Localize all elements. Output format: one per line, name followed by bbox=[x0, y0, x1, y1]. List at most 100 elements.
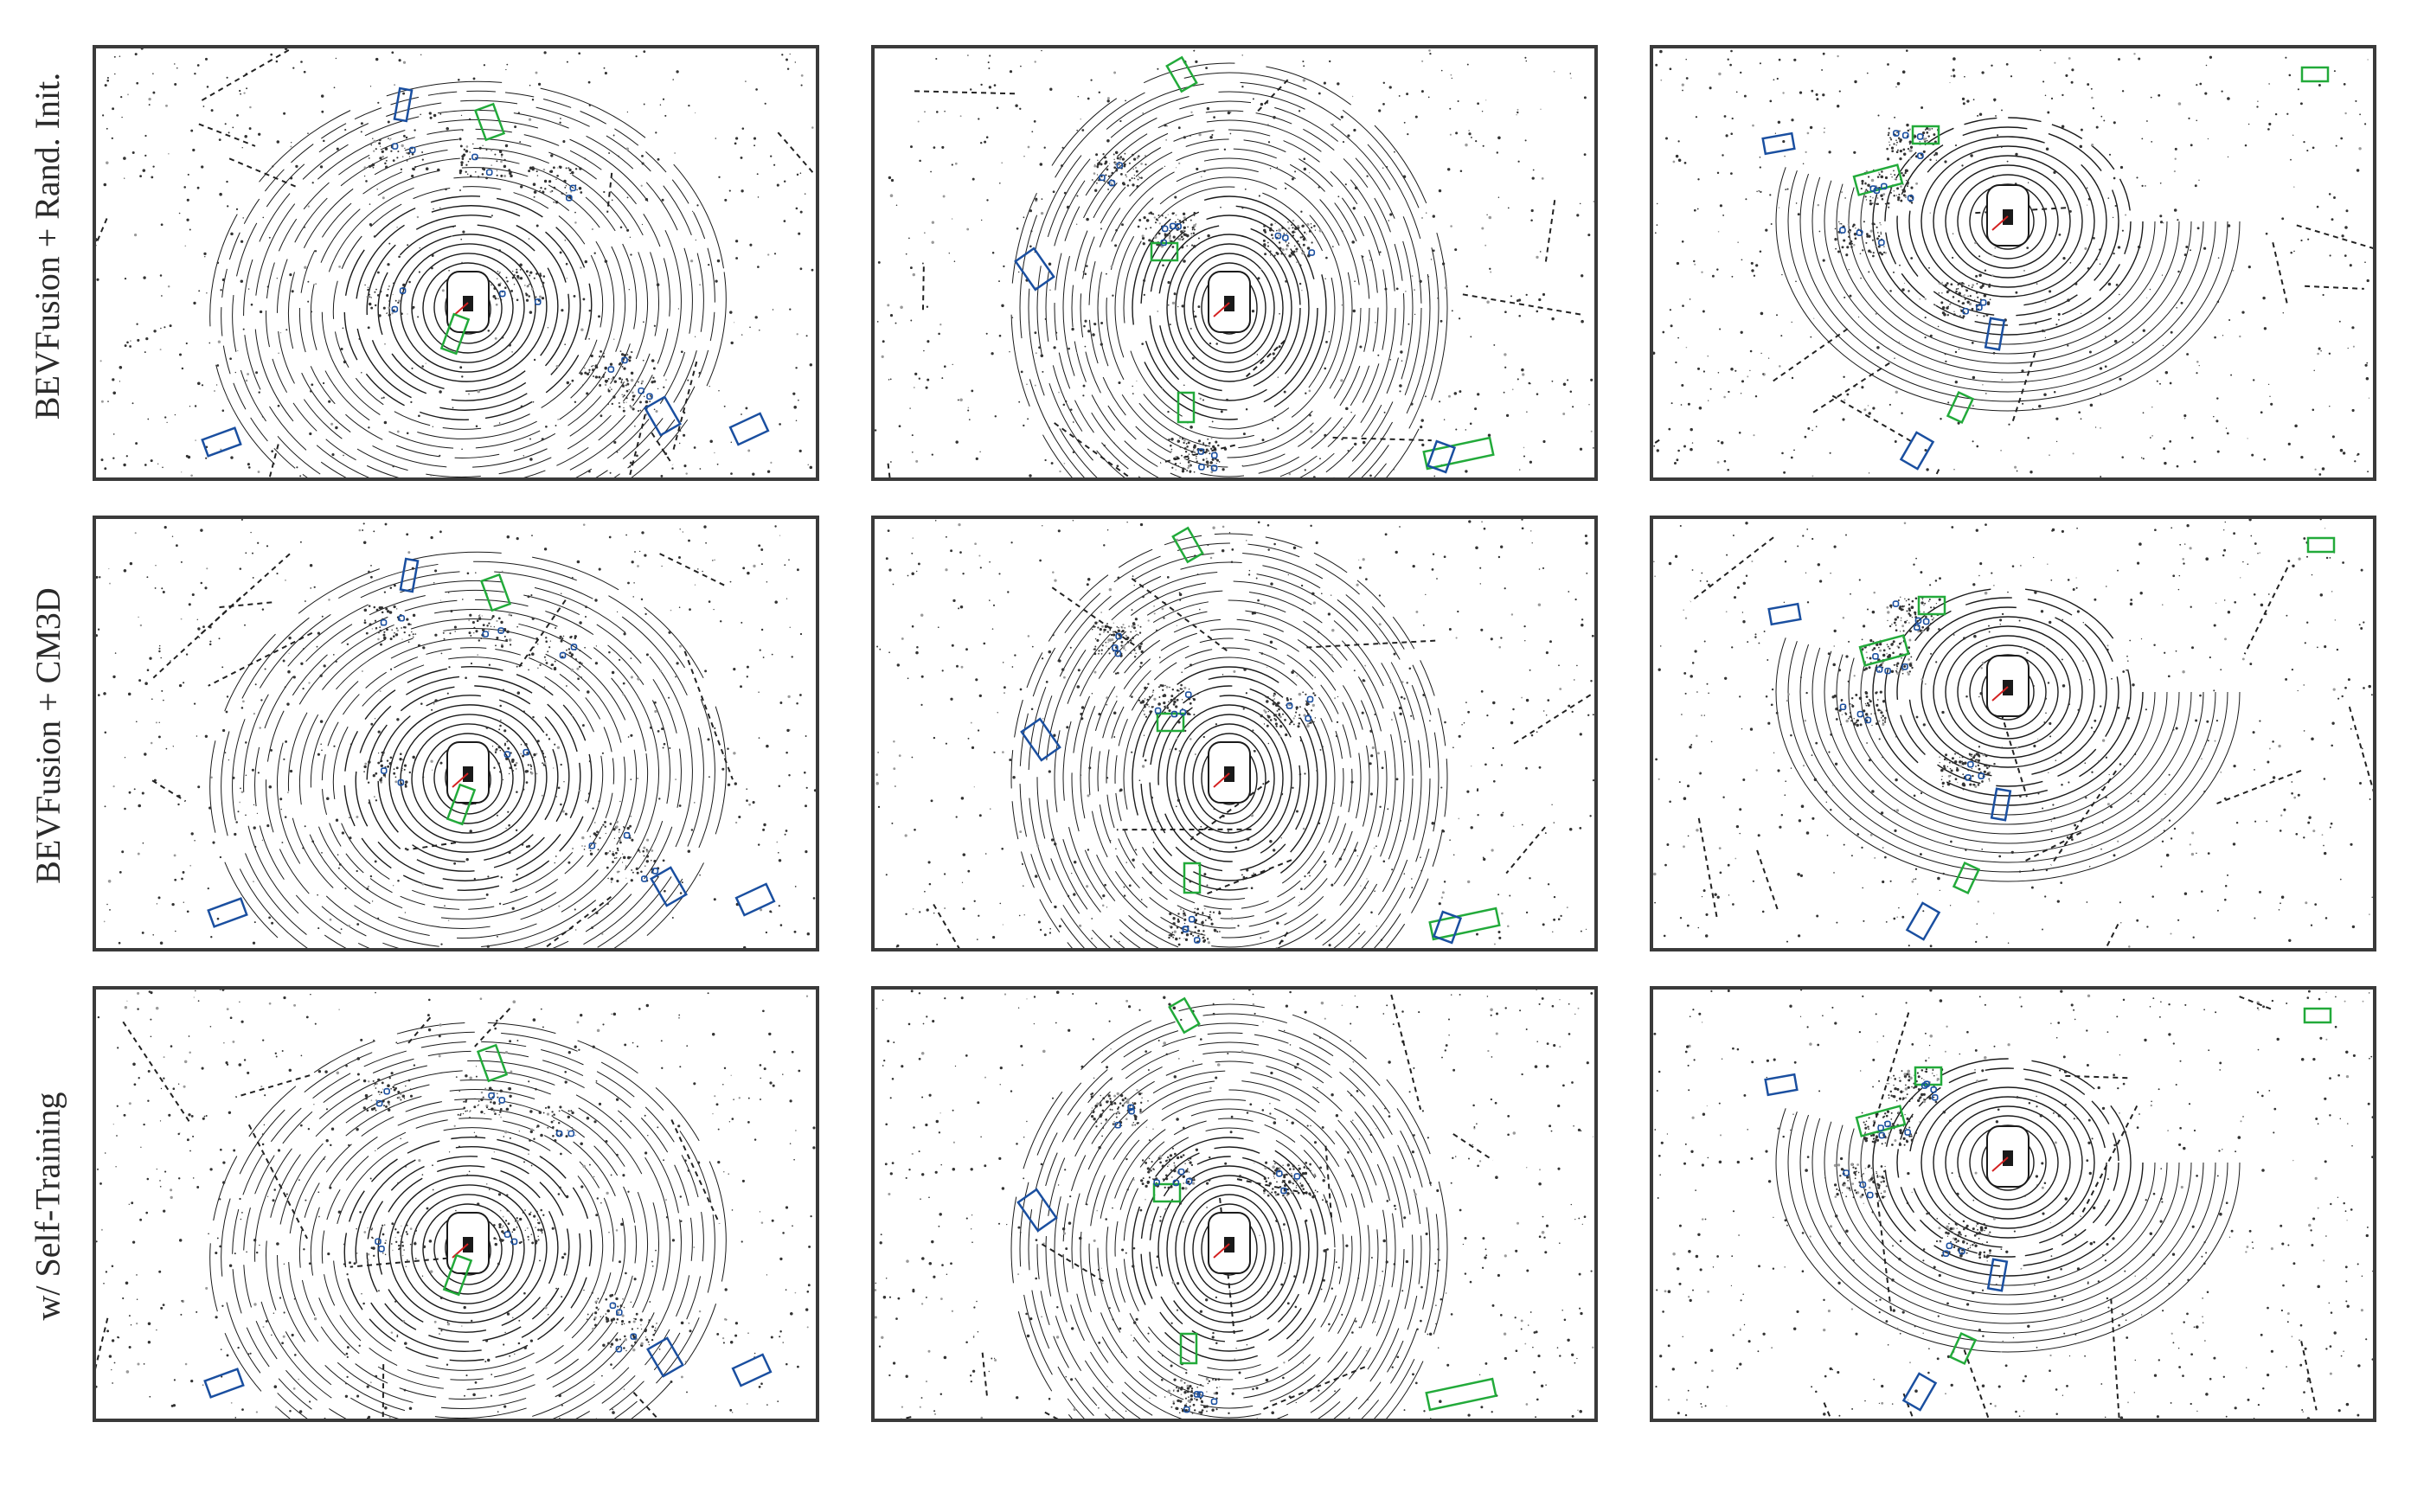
predicted-marker bbox=[570, 644, 578, 650]
predicted-marker bbox=[1892, 600, 1900, 607]
predicted-marker bbox=[1099, 174, 1106, 182]
predicted-marker bbox=[1873, 187, 1881, 195]
predicted-marker bbox=[1930, 1086, 1937, 1093]
predicted-marker bbox=[1115, 632, 1122, 640]
predicted-marker bbox=[498, 290, 506, 298]
ground-truth-box bbox=[1422, 436, 1495, 471]
predicted-marker bbox=[383, 1087, 390, 1095]
ground-truth-box bbox=[1183, 862, 1202, 894]
predicted-box bbox=[1984, 317, 2006, 351]
predicted-box bbox=[1905, 901, 1941, 941]
ground-truth-box bbox=[476, 1043, 509, 1083]
predicted-marker bbox=[1184, 691, 1192, 698]
predicted-box bbox=[728, 412, 770, 446]
predicted-marker bbox=[621, 356, 628, 364]
ground-truth-box bbox=[2303, 1007, 2332, 1024]
predicted-marker bbox=[1901, 663, 1908, 670]
ground-truth-box bbox=[1179, 1332, 1198, 1365]
predicted-marker bbox=[1839, 227, 1846, 234]
ego-heading bbox=[1991, 1156, 2009, 1172]
ground-truth-box bbox=[2306, 536, 2336, 554]
predicted-marker bbox=[378, 1245, 385, 1253]
panel-r3-c1 bbox=[93, 986, 819, 1422]
predicted-box bbox=[203, 1368, 245, 1399]
ego-heading bbox=[452, 1243, 469, 1259]
predicted-marker bbox=[1154, 707, 1162, 714]
predicted-marker bbox=[1286, 702, 1293, 709]
predicted-box bbox=[201, 426, 242, 458]
predicted-marker bbox=[1872, 653, 1879, 660]
predicted-marker bbox=[566, 194, 573, 202]
row-label-1: BEVFusion + Rand. Init. bbox=[22, 26, 74, 465]
ground-truth-box bbox=[1948, 1331, 1978, 1366]
predicted-marker bbox=[615, 1345, 623, 1353]
predicted-marker bbox=[534, 298, 542, 305]
predicted-marker bbox=[380, 618, 388, 626]
predicted-marker bbox=[1914, 617, 1922, 625]
predicted-marker bbox=[1114, 650, 1122, 657]
point-cloud bbox=[875, 990, 1594, 1419]
predicted-marker bbox=[523, 748, 530, 756]
predicted-marker bbox=[1979, 298, 1987, 306]
predicted-marker bbox=[1877, 1124, 1884, 1131]
predicted-marker bbox=[1946, 1242, 1953, 1250]
predicted-box bbox=[1764, 1073, 1799, 1097]
predicted-marker bbox=[1177, 1168, 1185, 1176]
bev-plot bbox=[96, 990, 816, 1419]
predicted-marker bbox=[1916, 133, 1924, 140]
ego-heading bbox=[1991, 686, 2009, 702]
predicted-box bbox=[731, 1353, 773, 1387]
predicted-marker bbox=[397, 778, 405, 786]
predicted-marker bbox=[651, 868, 659, 875]
predicted-marker bbox=[1193, 937, 1201, 944]
predicted-marker bbox=[609, 1302, 617, 1310]
ground-truth-box bbox=[1858, 634, 1910, 667]
predicted-marker bbox=[1880, 183, 1888, 190]
predicted-marker bbox=[1210, 452, 1218, 459]
predicted-marker bbox=[498, 1097, 506, 1104]
ground-truth-box bbox=[1150, 241, 1179, 262]
predicted-marker bbox=[375, 1238, 382, 1246]
ground-truth-box bbox=[1165, 55, 1198, 93]
predicted-marker bbox=[1878, 1131, 1886, 1139]
predicted-marker bbox=[1276, 1169, 1283, 1177]
ground-truth-box bbox=[1156, 712, 1185, 733]
panel-r2-c3 bbox=[1650, 516, 2376, 951]
predicted-marker bbox=[1210, 1398, 1218, 1406]
predicted-marker bbox=[1185, 1177, 1193, 1185]
predicted-marker bbox=[1210, 464, 1218, 471]
predicted-marker bbox=[1959, 1247, 1965, 1255]
predicted-marker bbox=[1188, 915, 1196, 923]
point-cloud bbox=[96, 519, 816, 948]
predicted-marker bbox=[1965, 774, 1972, 781]
point-cloud bbox=[875, 49, 1594, 477]
predicted-marker bbox=[569, 184, 577, 192]
ground-truth-box bbox=[1911, 125, 1940, 145]
ground-truth-box bbox=[1425, 1377, 1497, 1412]
bev-plot bbox=[96, 48, 814, 477]
predicted-marker bbox=[391, 305, 399, 313]
predicted-marker bbox=[1198, 464, 1205, 471]
predicted-marker bbox=[1114, 1121, 1122, 1129]
panel-r3-c2 bbox=[871, 986, 1598, 1422]
predicted-marker bbox=[1179, 708, 1187, 716]
predicted-marker bbox=[1914, 624, 1920, 631]
predicted-marker bbox=[399, 287, 407, 294]
predicted-marker bbox=[391, 143, 399, 150]
predicted-marker bbox=[1967, 760, 1974, 768]
panel-r1-c3 bbox=[1650, 45, 2376, 481]
predicted-marker bbox=[1160, 239, 1168, 247]
predicted-marker bbox=[567, 1130, 575, 1137]
predicted-marker bbox=[398, 614, 406, 622]
predicted-marker bbox=[1116, 162, 1124, 170]
ground-truth-box bbox=[1855, 1105, 1907, 1137]
predicted-marker bbox=[1843, 1169, 1850, 1176]
predicted-marker bbox=[588, 842, 596, 849]
predicted-marker bbox=[1153, 1179, 1160, 1186]
predicted-marker bbox=[482, 631, 490, 637]
predicted-marker bbox=[1112, 644, 1119, 651]
predicted-box bbox=[1432, 910, 1463, 945]
bev-plot bbox=[875, 519, 1594, 948]
predicted-marker bbox=[1976, 304, 1983, 311]
panel-r1-c1 bbox=[93, 45, 819, 481]
